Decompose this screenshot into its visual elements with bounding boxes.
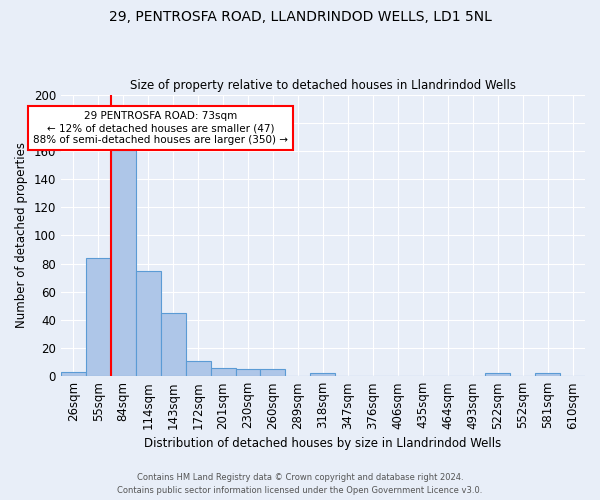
Bar [535,374,560,376]
Bar [61,372,86,376]
Bar [260,369,286,376]
Text: 29 PENTROSFA ROAD: 73sqm
← 12% of detached houses are smaller (47)
88% of semi-d: 29 PENTROSFA ROAD: 73sqm ← 12% of detach… [33,112,288,144]
Bar [485,374,510,376]
Bar [136,270,161,376]
Bar [211,368,236,376]
Title: Size of property relative to detached houses in Llandrindod Wells: Size of property relative to detached ho… [130,79,516,92]
Bar [236,369,260,376]
Bar [310,374,335,376]
Bar [161,313,185,376]
Text: Contains HM Land Registry data © Crown copyright and database right 2024.
Contai: Contains HM Land Registry data © Crown c… [118,474,482,495]
Y-axis label: Number of detached properties: Number of detached properties [15,142,28,328]
X-axis label: Distribution of detached houses by size in Llandrindod Wells: Distribution of detached houses by size … [144,437,502,450]
Bar [86,258,111,376]
Text: 29, PENTROSFA ROAD, LLANDRINDOD WELLS, LD1 5NL: 29, PENTROSFA ROAD, LLANDRINDOD WELLS, L… [109,10,491,24]
Bar [185,360,211,376]
Bar [111,144,136,376]
